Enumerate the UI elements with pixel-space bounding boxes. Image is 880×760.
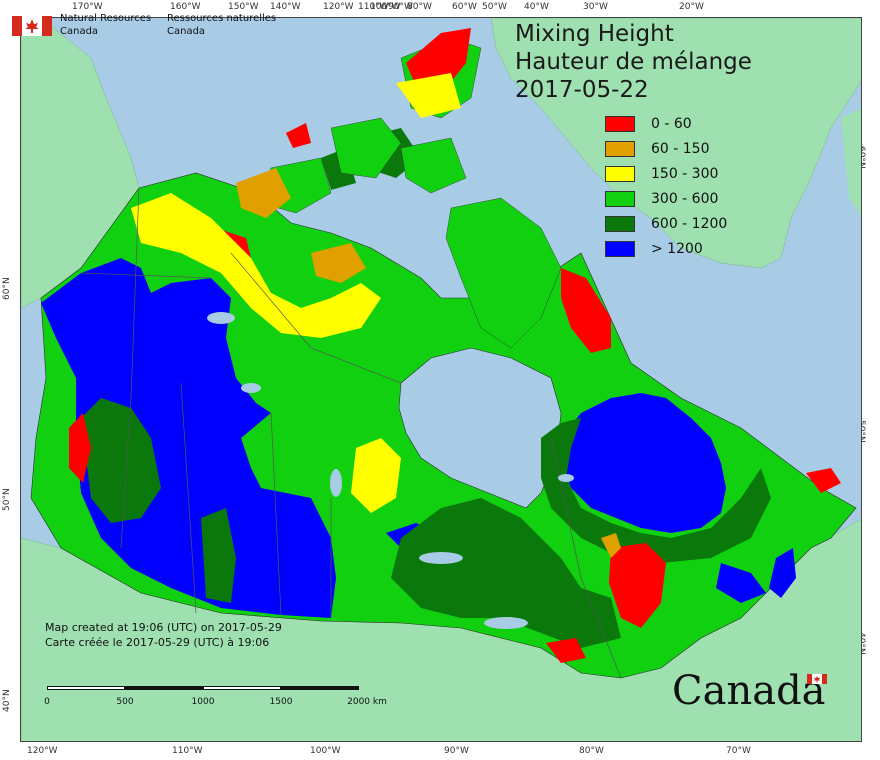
region-arctic-red-1 — [286, 123, 311, 148]
legend-label: 150 - 300 — [651, 166, 719, 182]
region-quebec-south-red — [609, 543, 666, 628]
hudson-bay — [398, 347, 562, 509]
created-en: Map created at 19:06 (UTC) on 2017-05-29 — [45, 621, 282, 634]
region-atlantic-blue — [716, 563, 766, 603]
iceland-land — [841, 108, 861, 216]
region-yellow-north — [131, 193, 381, 338]
tick-left: 50°N — [2, 488, 12, 511]
province-boundaries — [80, 187, 622, 679]
wordmark-flag-icon — [807, 674, 827, 684]
legend-label: 600 - 1200 — [651, 216, 728, 232]
region-ontario-red — [546, 638, 586, 663]
legend-swatch — [605, 216, 635, 232]
baffin-island — [445, 197, 562, 349]
scale-label: 1500 — [269, 697, 293, 707]
region-quebec-blue — [561, 393, 726, 533]
region-arctic-orange-2 — [311, 243, 366, 283]
tick-top: 120°W — [323, 2, 354, 12]
map-date: 2017-05-22 — [515, 77, 649, 103]
agency-name-en: Natural Resources Canada — [60, 13, 152, 37]
map-area[interactable] — [20, 17, 862, 742]
scale-segment — [47, 686, 125, 690]
legend-label: > 1200 — [651, 241, 703, 257]
legend-swatch — [605, 241, 635, 257]
legend-label: 60 - 150 — [651, 141, 710, 157]
tick-top: 50°W — [482, 2, 507, 12]
scale-segment — [203, 686, 281, 690]
creation-note: Map created at 19:06 (UTC) on 2017-05-29… — [45, 620, 282, 650]
region-bc-darkgreen — [81, 398, 161, 523]
tick-top: 60°W — [452, 2, 477, 12]
scale-bar: 0 500 1000 1500 2000 km — [27, 686, 387, 716]
legend-label: 300 - 600 — [651, 191, 719, 207]
tick-bottom: 110°W — [172, 746, 203, 756]
region-ontario-darkgreen — [391, 498, 621, 648]
alaska — [21, 18, 140, 309]
tick-bottom: 80°W — [579, 746, 604, 756]
scale-label: 1000 — [191, 697, 215, 707]
canada-flag-icon — [12, 16, 52, 36]
tick-bottom: 100°W — [310, 746, 341, 756]
tick-bottom: 70°W — [726, 746, 751, 756]
scale-segment — [125, 686, 203, 690]
tick-bottom: 120°W — [27, 746, 58, 756]
title-en: Mixing Height — [515, 21, 674, 47]
tick-top: 100°W — [370, 2, 401, 12]
region-quebec-orange — [601, 533, 621, 558]
legend-swatch — [605, 191, 635, 207]
legend-swatch — [605, 116, 635, 132]
legend-swatch — [605, 166, 635, 182]
region-arctic-orange-1 — [236, 168, 291, 218]
tick-top: 90°W — [388, 2, 413, 12]
tick-top: 140°W — [270, 2, 301, 12]
title-fr: Hauteur de mélange — [515, 49, 752, 75]
tick-top: 30°W — [583, 2, 608, 12]
region-nl-red — [806, 468, 841, 493]
map-title: Mixing Height Hauteur de mélange 2017-05… — [515, 20, 752, 104]
canada-wordmark: Canada — [672, 668, 826, 714]
region-prairie-darkgreen — [201, 508, 236, 603]
tick-top: 160°W — [170, 2, 201, 12]
scale-segment — [281, 686, 359, 690]
tick-top: 40°W — [524, 2, 549, 12]
arctic-island-2 — [330, 117, 402, 179]
tick-top: 20°W — [679, 2, 704, 12]
scale-label: 500 — [116, 697, 134, 707]
region-ns-blue — [769, 548, 796, 598]
mixing-height-map[interactable] — [21, 18, 862, 742]
region-quebec-darkgreen — [541, 418, 771, 563]
greenland — [490, 18, 861, 269]
tick-top: 150°W — [228, 2, 259, 12]
region-yellow-prairie — [351, 438, 401, 513]
tick-top: 170°W — [72, 2, 103, 12]
agency-name-fr: Ressources naturelles Canada — [167, 13, 277, 37]
region-labrador-red — [561, 268, 611, 353]
legend-swatch — [605, 141, 635, 157]
tick-left: 60°N — [2, 277, 12, 300]
lakes — [207, 312, 574, 629]
created-fr: Carte créée le 2017-05-29 (UTC) à 19:06 — [45, 636, 270, 649]
tick-top: 80°W — [407, 2, 432, 12]
arctic-island-4 — [400, 137, 467, 194]
tick-top: 110°W — [358, 2, 389, 12]
region-west-blue — [41, 258, 336, 618]
tick-left: 40°N — [2, 689, 12, 712]
legend-label: 0 - 60 — [651, 116, 692, 132]
scale-label: 2000 km — [347, 697, 387, 707]
region-yellow-ellesmere — [396, 73, 461, 118]
scale-label: 0 — [44, 697, 50, 707]
tick-bottom: 90°W — [444, 746, 469, 756]
region-bc-coast-red — [69, 413, 91, 483]
